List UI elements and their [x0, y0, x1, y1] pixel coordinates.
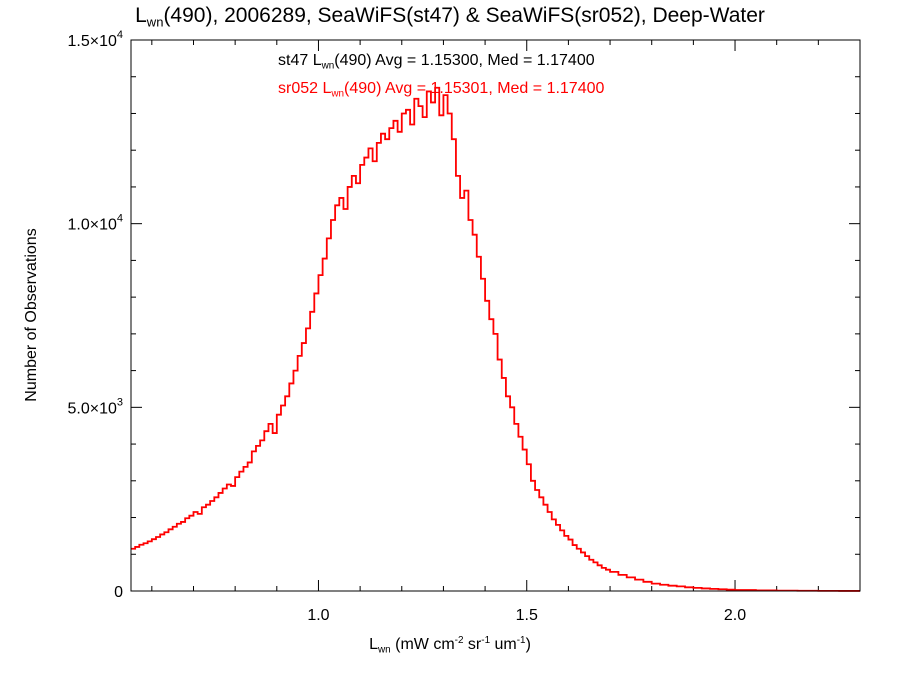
x-tick-label-2: 2.0: [724, 607, 746, 624]
x-axis-label-part2: sr: [463, 635, 482, 653]
legend-entry-sr052-suffix: (490) Avg = 1.15301, Med = 1.17400: [344, 80, 605, 97]
x-axis-label-sub: wn: [378, 644, 391, 656]
x-axis-label-sup1: -2: [454, 635, 464, 646]
x-axis-label-sup3: -1: [516, 635, 526, 646]
plot-frame: [130, 39, 861, 592]
y-tick-label-0: 0: [114, 584, 123, 601]
chart-title-sub: wn: [146, 14, 164, 30]
y-tick-label-3: 1.5×104: [67, 29, 123, 50]
legend-entry-st47: st47 Lwn(490) Avg = 1.15300, Med = 1.174…: [278, 52, 595, 71]
legend-entry-st47-sub: wn: [321, 60, 335, 72]
legend-entry-sr052-prefix: sr052 L: [278, 80, 332, 97]
legend-entry-sr052-sub: wn: [331, 88, 345, 100]
x-axis-label: Lwn (mW cm-2 sr-1 um-1): [0, 635, 900, 655]
x-axis-label-part4: ): [525, 635, 531, 653]
y-axis-label: Number of Observations: [23, 228, 40, 402]
x-axis-label-part3: um: [490, 635, 517, 653]
chart-title: Lwn(490), 2006289, SeaWiFS(st47) & SeaWi…: [0, 4, 900, 30]
y-tick-label-1: 5.0×103: [67, 396, 123, 417]
y-tick-label-2: 1.0×104: [67, 213, 123, 234]
x-axis-label-prefix: L: [369, 635, 379, 653]
legend-entry-st47-prefix: st47 L: [278, 52, 322, 69]
series-st47: [131, 87, 860, 592]
x-tick-label-0: 1.0: [307, 607, 329, 624]
legend-entry-st47-suffix: (490) Avg = 1.15300, Med = 1.17400: [334, 52, 595, 69]
legend-entry-sr052: sr052 Lwn(490) Avg = 1.15301, Med = 1.17…: [278, 80, 604, 99]
chart-title-suffix: (490), 2006289, SeaWiFS(st47) & SeaWiFS(…: [163, 4, 765, 27]
x-tick-label-1: 1.5: [516, 607, 538, 624]
x-axis-label-sup2: -1: [481, 635, 491, 646]
x-axis-label-part1: (mW cm: [390, 635, 455, 653]
series-sr052: [131, 86, 860, 592]
chart-title-prefix: L: [135, 4, 147, 27]
